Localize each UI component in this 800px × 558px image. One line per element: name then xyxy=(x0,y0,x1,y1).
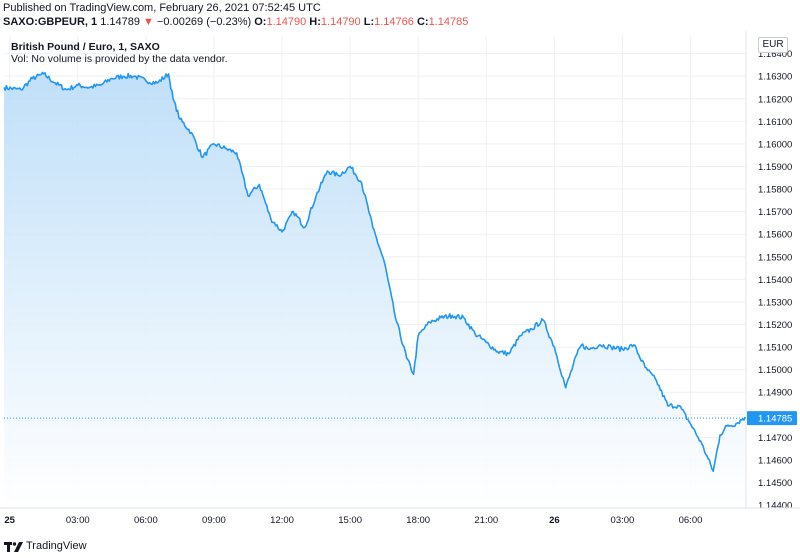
y-tick-label: 1.15300 xyxy=(758,297,792,308)
x-tick-label: 18:00 xyxy=(406,515,430,526)
last-price: 1.14789 xyxy=(100,16,140,28)
volume-note: Vol: No volume is provided by the data v… xyxy=(11,53,228,65)
chart-legend-title[interactable]: British Pound / Euro, 1, SAXO xyxy=(11,41,160,53)
x-tick-label: 03:00 xyxy=(66,515,90,526)
x-tick-label: 15:00 xyxy=(338,515,362,526)
y-tick-label: 1.15200 xyxy=(758,320,792,331)
y-tick-label: 1.16100 xyxy=(758,117,792,128)
open-label: O: xyxy=(254,16,267,28)
published-note: Published on TradingView.com, February 2… xyxy=(3,2,321,14)
close-label: C: xyxy=(416,16,429,28)
y-tick-label: 1.15100 xyxy=(758,343,792,354)
y-tick-label: 1.14600 xyxy=(758,455,792,466)
chart-frame[interactable]: 1.16400 1.16300 1.16200 1.16100 1.16000 1.159… xyxy=(0,31,800,538)
y-tick-label: 1.15700 xyxy=(758,207,792,218)
price-chart[interactable]: 1.16400 1.16300 1.16200 1.16100 1.16000 1.159… xyxy=(0,31,800,538)
y-tick-label: 1.15500 xyxy=(758,252,792,263)
x-tick-label: 09:00 xyxy=(202,515,226,526)
x-tick-label: 26 xyxy=(549,515,560,526)
low-label: L: xyxy=(363,16,375,28)
symbol-name[interactable]: SAXO:GBPEUR, 1 xyxy=(3,16,98,28)
high-label: H: xyxy=(309,16,321,28)
x-tick-label: 03:00 xyxy=(611,515,635,526)
tradingview-logo-icon[interactable] xyxy=(4,541,24,553)
x-tick-label: 06:00 xyxy=(134,515,158,526)
y-tick-label: 1.15400 xyxy=(758,275,792,286)
x-tick-label: 25 xyxy=(4,515,15,526)
y-tick-label: 1.14400 xyxy=(758,501,792,512)
y-tick-label: 1.16200 xyxy=(758,94,792,105)
y-tick-label: 1.14700 xyxy=(758,433,792,444)
close-value: 1.14785 xyxy=(428,16,469,28)
tradingview-brand[interactable]: TradingView xyxy=(26,540,87,552)
symbol-quote-bar: SAXO:GBPEUR, 1 1.14789 ▼ −0.00269 (−0.23… xyxy=(3,16,468,28)
y-tick-label: 1.15000 xyxy=(758,365,792,376)
y-tick-label: 1.14900 xyxy=(758,388,792,399)
y-tick-label: 1.14500 xyxy=(758,478,792,489)
y-tick-label: 1.15600 xyxy=(758,230,792,241)
currency-button[interactable]: EUR xyxy=(758,37,788,53)
x-tick-label: 12:00 xyxy=(270,515,294,526)
x-tick-label: 06:00 xyxy=(679,515,703,526)
footer xyxy=(0,538,800,558)
high-value: 1.14790 xyxy=(320,16,361,28)
y-tick-label: 1.16400 xyxy=(758,49,792,60)
y-tick-label: 1.16300 xyxy=(758,72,792,83)
open-value: 1.14790 xyxy=(266,16,307,28)
price-change: −0.00269 (−0.23%) xyxy=(156,16,252,28)
price-line[interactable] xyxy=(3,71,746,472)
last-price-tag xyxy=(747,411,797,426)
y-tick-label: 1.15800 xyxy=(758,185,792,196)
y-tick-label: 1.16000 xyxy=(758,139,792,150)
x-tick-label: 21:00 xyxy=(474,515,498,526)
y-tick-label: 1.15900 xyxy=(758,162,792,173)
last-price-tag-label: 1.14785 xyxy=(758,414,792,425)
down-arrow-icon: ▼ xyxy=(143,16,154,28)
low-value: 1.14766 xyxy=(374,16,414,28)
price-area-fill xyxy=(4,72,745,507)
